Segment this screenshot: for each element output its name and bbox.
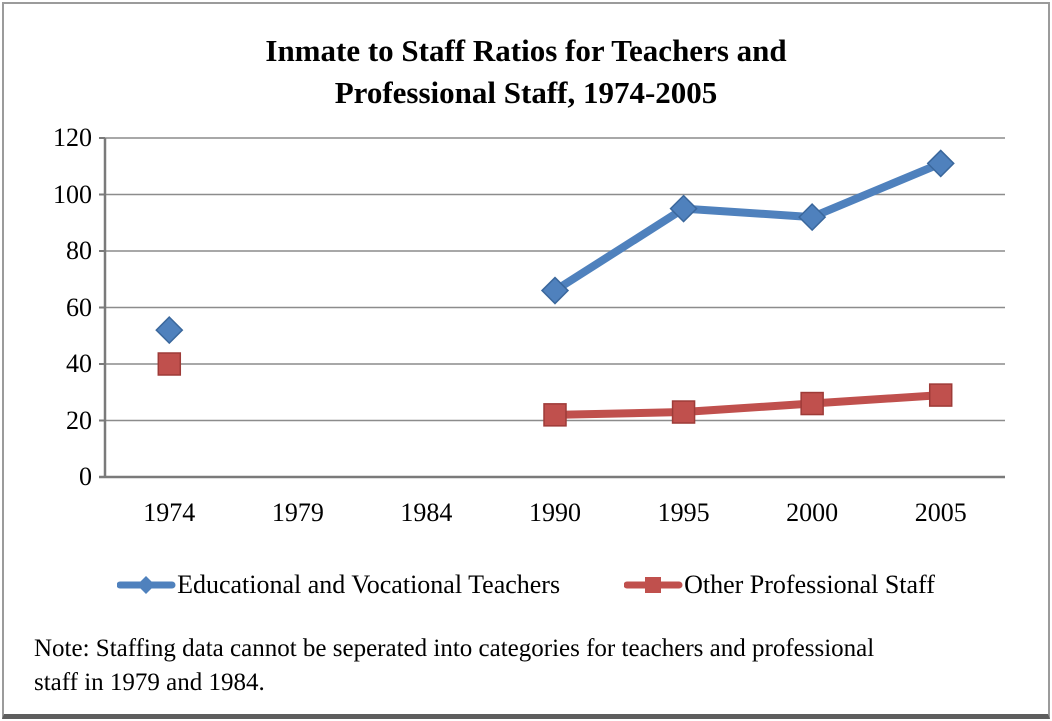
- x-tick-label: 1974: [143, 498, 196, 527]
- chart-canvas: [99, 137, 1005, 479]
- series-line: [551, 159, 945, 295]
- data-point-marker: [671, 400, 696, 424]
- legend-item-staff: Other Professional Staff: [624, 570, 935, 600]
- legend: Educational and Vocational Teachers Othe…: [4, 570, 1048, 600]
- data-point-marker: [800, 391, 824, 416]
- data-point-marker: [926, 149, 955, 178]
- footnote-line1: Note: Staffing data cannot be seperated …: [34, 635, 875, 662]
- legend-label-teachers: Educational and Vocational Teachers: [177, 570, 561, 599]
- y-axis: 0 20 40 60 80 100 120: [4, 4, 92, 714]
- x-tick-label: 1990: [529, 498, 581, 527]
- footnote-line2: staff in 1979 and 1984.: [34, 669, 265, 696]
- x-tick-label: 2005: [914, 498, 967, 527]
- y-tick-label: 60: [66, 292, 92, 322]
- x-tick-label: 1995: [657, 498, 710, 527]
- data-point-marker: [928, 383, 953, 407]
- data-point-marker: [798, 203, 827, 232]
- data-point-marker: [157, 352, 182, 376]
- x-tick-label: 2000: [786, 498, 839, 527]
- chart-title-line2: Professional Staff, 1974-2005: [334, 75, 718, 110]
- x-tick-label: 1984: [400, 498, 453, 527]
- y-tick-label: 20: [66, 405, 92, 435]
- data-point-marker: [669, 194, 698, 223]
- legend-marker-teachers-icon: [117, 576, 176, 594]
- series-line: [551, 391, 945, 419]
- x-tick-label: 1979: [271, 498, 324, 527]
- plot-area: [99, 137, 1005, 479]
- legend-item-teachers: Educational and Vocational Teachers: [117, 570, 560, 600]
- y-tick-label: 40: [66, 349, 92, 378]
- footnote: Note: Staffing data cannot be seperated …: [34, 632, 874, 700]
- chart-title: Inmate to Staff Ratios for Teachers and …: [4, 30, 1048, 114]
- data-point-marker: [543, 403, 567, 427]
- data-point-marker: [540, 276, 570, 305]
- legend-label-staff: Other Professional Staff: [684, 570, 935, 599]
- data-point-marker: [155, 316, 184, 345]
- chart-title-line1: Inmate to Staff Ratios for Teachers and: [265, 33, 787, 68]
- y-tick-label: 80: [66, 236, 92, 265]
- legend-marker-staff-icon: [624, 577, 683, 593]
- y-tick-label: 100: [53, 179, 92, 209]
- y-tick-label: 120: [53, 123, 92, 152]
- y-tick-label: 0: [79, 462, 92, 491]
